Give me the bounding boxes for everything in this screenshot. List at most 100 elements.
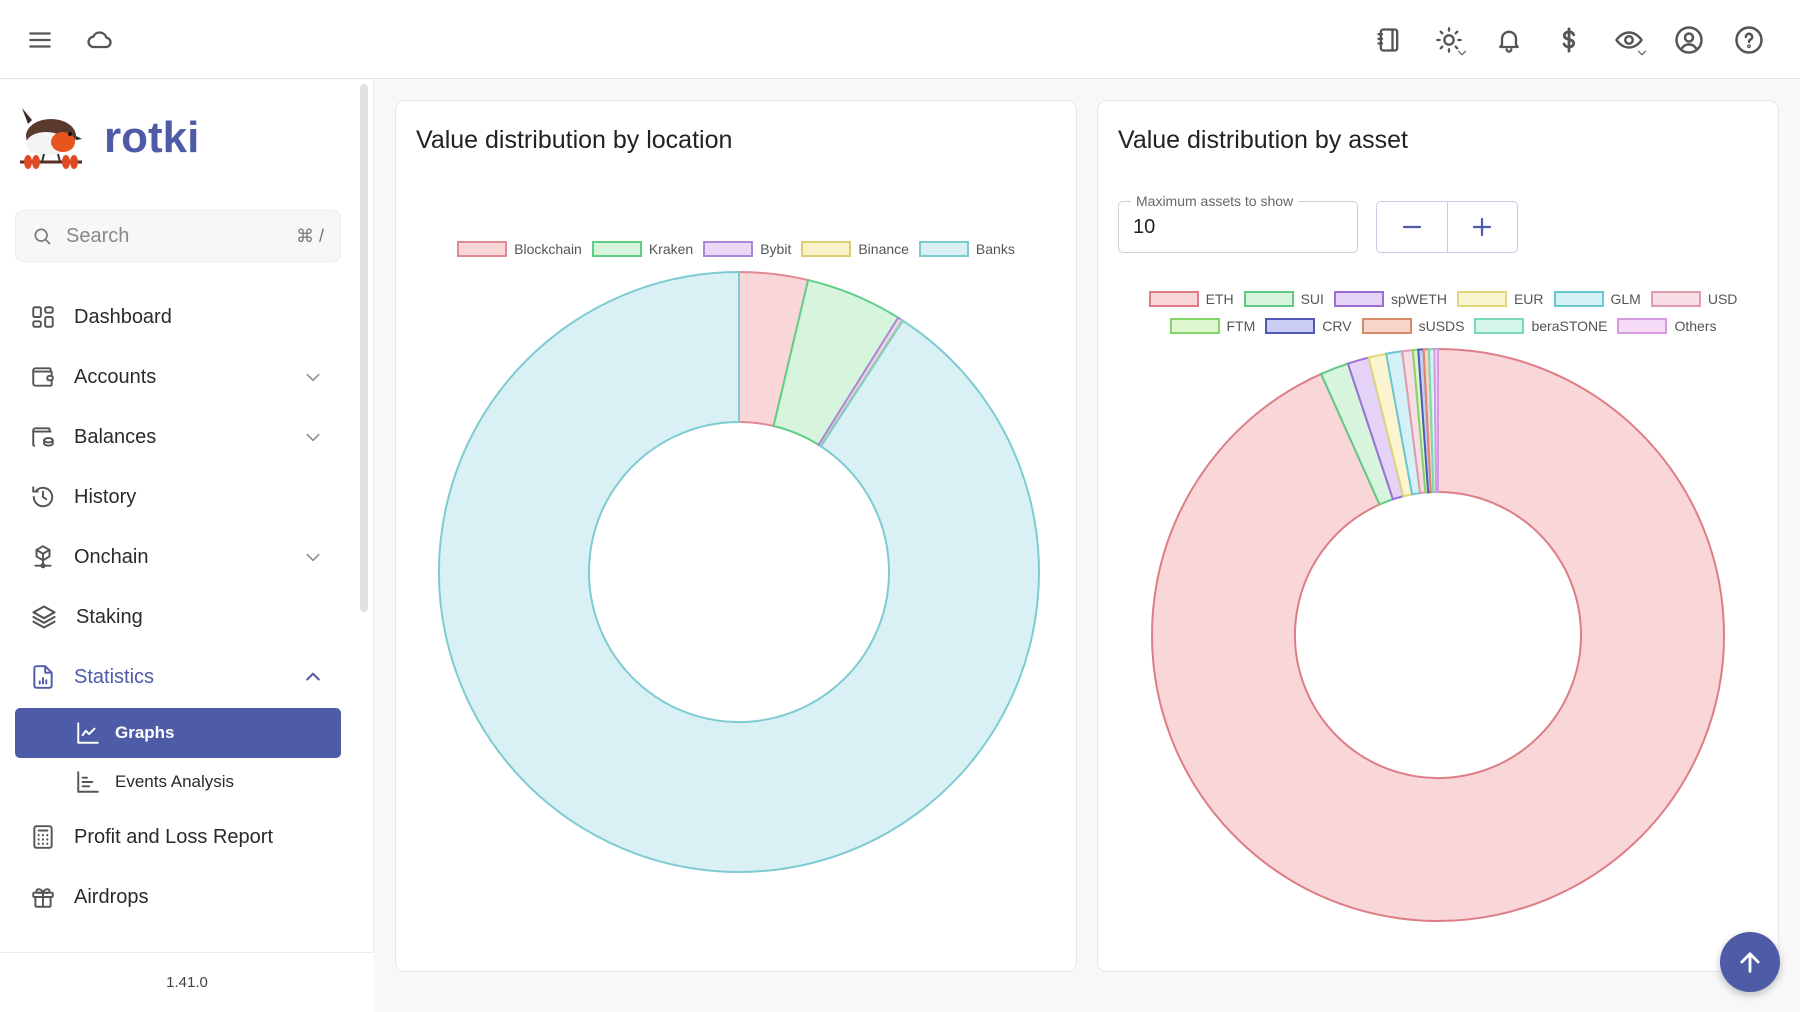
search-icon — [34, 228, 51, 245]
legend-item[interactable]: Others — [1617, 318, 1717, 334]
legend-label: sUSDS — [1418, 318, 1465, 334]
sidebar-item-statistics[interactable]: Statistics — [15, 652, 341, 702]
menu-icon[interactable] — [20, 20, 60, 60]
chevron-down-icon — [1457, 50, 1467, 56]
pie-slice-banks[interactable] — [438, 270, 1040, 873]
bar-chart-icon — [77, 771, 99, 793]
help-icon[interactable] — [1729, 20, 1769, 60]
chart-legend: ETH SUI spWETH EUR GLM USD FTM CRV sUSDS beraSTON… — [1123, 291, 1763, 345]
legend-swatch — [1650, 291, 1701, 307]
legend-item[interactable]: FTM — [1169, 318, 1256, 334]
sidebar-item-profit-and-loss-report[interactable]: Profit and Loss Report — [15, 812, 341, 862]
legend-label: Others — [1674, 318, 1717, 334]
notes-icon[interactable] — [1369, 20, 1409, 60]
legend-item[interactable]: sUSDS — [1361, 318, 1465, 334]
legend-item[interactable]: SUI — [1243, 291, 1324, 307]
chevron-down-icon — [1637, 50, 1647, 56]
sidebar-item-balances[interactable]: Balances — [15, 412, 341, 462]
legend-swatch — [1148, 291, 1199, 307]
balances-icon — [32, 427, 54, 447]
sidebar-item-onchain[interactable]: Onchain — [15, 532, 341, 582]
chevron-down-icon — [306, 373, 320, 382]
card-title: Value distribution by location — [416, 126, 733, 154]
currency-dollar-icon[interactable] — [1549, 20, 1589, 60]
brand-name: rotki — [104, 113, 200, 162]
legend-label: Blockchain — [514, 241, 582, 257]
legend-item[interactable]: Blockchain — [457, 241, 582, 257]
legend-item[interactable]: Bybit — [703, 241, 791, 257]
legend-item[interactable]: Banks — [918, 241, 1015, 257]
legend-item[interactable]: beraSTONE — [1474, 318, 1607, 334]
legend-item[interactable]: GLM — [1553, 291, 1641, 307]
gift-icon — [32, 888, 54, 908]
scroll-to-top-button[interactable] — [1720, 932, 1780, 992]
legend-label: USD — [1707, 291, 1738, 307]
legend-item[interactable]: EUR — [1456, 291, 1544, 307]
sidebar-item-label: Accounts — [74, 365, 157, 388]
legend-item[interactable]: CRV — [1265, 318, 1352, 334]
decrement-button[interactable] — [1377, 202, 1447, 252]
legend-swatch — [1474, 318, 1525, 334]
sidebar-item-staking[interactable]: Staking — [15, 592, 341, 642]
legend-label: FTM — [1226, 318, 1256, 334]
card-title: Value distribution by asset — [1118, 126, 1408, 154]
asset-distribution-card: Value distribution by asset Maximum asse… — [1097, 100, 1779, 972]
increment-button[interactable] — [1446, 202, 1518, 252]
sidebar-item-airdrops[interactable]: Airdrops — [15, 872, 341, 922]
brand-logo[interactable]: rotki — [18, 106, 199, 170]
legend-item[interactable]: spWETH — [1333, 291, 1447, 307]
plus-icon — [1473, 217, 1492, 237]
sidebar-subitem-graphs[interactable]: Graphs — [15, 708, 341, 758]
arrow-up-icon — [1740, 952, 1760, 973]
bell-icon[interactable] — [1489, 20, 1529, 60]
sidebar-scrollbar[interactable] — [360, 84, 368, 612]
location-doughnut-chart[interactable] — [429, 267, 1049, 887]
history-icon — [32, 486, 54, 508]
search-input[interactable]: Search ⌘ / — [15, 210, 341, 262]
legend-swatch — [703, 241, 754, 257]
legend-label: GLM — [1610, 291, 1641, 307]
max-assets-field[interactable]: Maximum assets to show 10 — [1118, 193, 1358, 253]
cloud-icon[interactable] — [80, 20, 120, 60]
top-app-bar — [0, 0, 1800, 79]
legend-label: Bybit — [760, 241, 792, 257]
legend-label: ETH — [1205, 291, 1234, 307]
sidebar-item-label: Balances — [74, 425, 157, 448]
app-version: 1.41.0 — [0, 952, 374, 1012]
sidebar-item-accounts[interactable]: Accounts — [15, 352, 341, 402]
onchain-icon — [34, 545, 52, 569]
sidebar-item-history[interactable]: History — [15, 472, 341, 522]
legend-swatch — [1265, 318, 1316, 334]
legend-item[interactable]: Binance — [801, 241, 909, 257]
privacy-eye-icon[interactable] — [1609, 20, 1649, 60]
legend-label: spWETH — [1390, 291, 1447, 307]
sidebar-item-label: History — [74, 485, 137, 508]
legend-item[interactable]: USD — [1650, 291, 1738, 307]
line-chart-icon — [77, 722, 99, 744]
sidebar-item-label: Onchain — [74, 545, 149, 568]
sidebar-item-dashboard[interactable]: Dashboard — [15, 292, 341, 342]
asset-doughnut-chart[interactable] — [1138, 335, 1738, 935]
legend-swatch — [1169, 318, 1220, 334]
search-shortcut-hint: ⌘ / — [295, 225, 324, 246]
theme-sun-icon[interactable] — [1429, 20, 1469, 60]
sidebar-subitem-events-analysis[interactable]: Events Analysis — [15, 757, 341, 807]
legend-item[interactable]: Kraken — [591, 241, 693, 257]
max-assets-input[interactable]: 10 — [1133, 216, 1156, 238]
legend-label: CRV — [1322, 318, 1352, 334]
minus-icon — [1402, 225, 1421, 229]
legend-swatch — [1617, 318, 1668, 334]
pie-slice-eth[interactable] — [1151, 347, 1725, 922]
legend-swatch — [1333, 291, 1384, 307]
max-assets-stepper — [1376, 201, 1518, 253]
sidebar-item-label: Statistics — [74, 665, 155, 688]
legend-item[interactable]: ETH — [1148, 291, 1234, 307]
legend-swatch — [591, 241, 642, 257]
chevron-down-icon — [306, 433, 320, 442]
legend-label: beraSTONE — [1531, 318, 1608, 334]
chart-legend: Blockchain Kraken Bybit Binance Banks — [416, 241, 1056, 268]
calculator-icon — [33, 825, 53, 849]
account-icon[interactable] — [1669, 20, 1709, 60]
chevron-up-icon — [306, 672, 320, 681]
pie-slice-others[interactable] — [1433, 347, 1439, 494]
